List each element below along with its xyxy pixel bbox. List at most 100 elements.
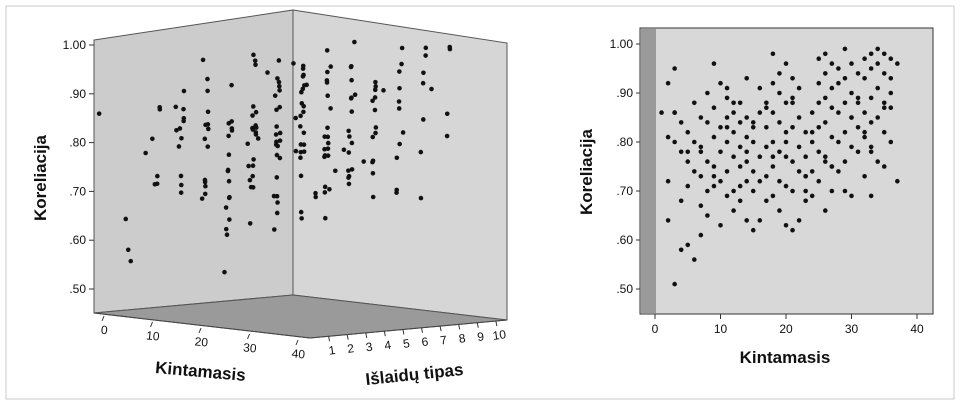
data-point <box>372 107 378 113</box>
data-point <box>770 139 776 145</box>
data-point <box>352 39 357 45</box>
data-point <box>346 175 351 180</box>
data-point <box>750 139 756 145</box>
data-point <box>275 200 280 205</box>
data-point <box>250 125 255 131</box>
data-point <box>836 139 841 145</box>
data-point <box>855 100 861 106</box>
data-point <box>737 164 743 169</box>
data-point <box>816 56 822 61</box>
data-point <box>223 205 229 210</box>
data-point <box>823 95 828 101</box>
y-tick-label: .70 <box>616 184 633 198</box>
data-point <box>346 181 352 187</box>
data-point <box>346 150 352 155</box>
data-point <box>842 46 848 52</box>
data-point <box>181 118 186 124</box>
data-point <box>349 167 355 172</box>
data-point <box>173 104 179 110</box>
data-point <box>868 95 874 101</box>
data-point <box>895 178 900 184</box>
wall-strip <box>641 29 656 313</box>
data-point <box>444 111 450 117</box>
data-point <box>447 44 453 50</box>
data-point <box>692 257 697 262</box>
data-point <box>803 174 808 179</box>
data-point <box>421 117 426 122</box>
data-point <box>770 110 776 115</box>
data-point <box>672 281 677 287</box>
data-point <box>298 173 304 179</box>
data-point <box>737 183 743 189</box>
data-point <box>724 125 730 130</box>
data-point <box>373 79 378 85</box>
data-point <box>227 217 232 222</box>
data-point <box>250 185 256 190</box>
data-point <box>418 195 424 201</box>
data-point <box>744 115 749 120</box>
data-point <box>251 104 256 109</box>
data-point <box>718 149 723 155</box>
data-point <box>842 129 848 135</box>
data-point <box>790 76 795 81</box>
z-tick-label: 2 <box>346 341 355 356</box>
data-point <box>348 96 354 101</box>
y-tick-label: .80 <box>616 135 633 149</box>
data-point <box>718 223 723 228</box>
data-point <box>698 174 704 179</box>
data-point <box>143 150 148 156</box>
data-point <box>301 149 307 154</box>
data-point <box>888 90 894 96</box>
data-point <box>718 125 723 130</box>
data-point <box>829 164 835 169</box>
data-point <box>246 163 251 169</box>
data-point <box>298 113 303 119</box>
data-point <box>298 142 304 147</box>
data-point <box>764 100 769 106</box>
data-point <box>796 144 802 150</box>
data-point <box>790 188 795 194</box>
data-point <box>301 104 307 109</box>
data-point <box>370 98 375 104</box>
data-point <box>322 146 327 152</box>
data-point <box>737 120 743 125</box>
data-point <box>764 125 769 130</box>
data-point <box>665 134 671 140</box>
x-tick-label: 20 <box>779 322 793 336</box>
data-point <box>250 113 255 118</box>
data-point <box>179 135 184 141</box>
data-point <box>277 104 283 110</box>
data-point <box>200 57 206 63</box>
data-point <box>829 61 835 66</box>
data-point <box>875 115 880 120</box>
data-point <box>783 139 789 145</box>
data-point <box>836 110 841 115</box>
data-point <box>842 188 848 194</box>
data-point <box>849 193 854 199</box>
data-point <box>253 62 258 68</box>
data-point <box>875 159 880 164</box>
data-point <box>322 134 328 139</box>
data-point <box>855 125 861 130</box>
data-point <box>672 66 677 71</box>
data-point <box>836 80 841 86</box>
data-point <box>750 125 756 130</box>
data-point <box>396 106 402 111</box>
y-tick-label: .90 <box>616 86 633 100</box>
data-point <box>888 139 894 145</box>
data-point <box>397 85 402 91</box>
data-point <box>757 154 763 159</box>
data-point <box>397 141 402 147</box>
z-tick-mark <box>402 329 405 335</box>
y-axis-title: Koreliacija <box>31 134 50 221</box>
data-point <box>868 144 874 150</box>
y-tick-label: 1.00 <box>63 38 87 52</box>
data-point <box>275 76 280 81</box>
data-point <box>399 61 404 67</box>
data-point <box>203 183 208 189</box>
z-tick-mark <box>439 326 442 332</box>
data-point <box>881 129 887 135</box>
data-point <box>304 82 309 88</box>
y-axis-title: Koreliacija <box>577 128 596 215</box>
